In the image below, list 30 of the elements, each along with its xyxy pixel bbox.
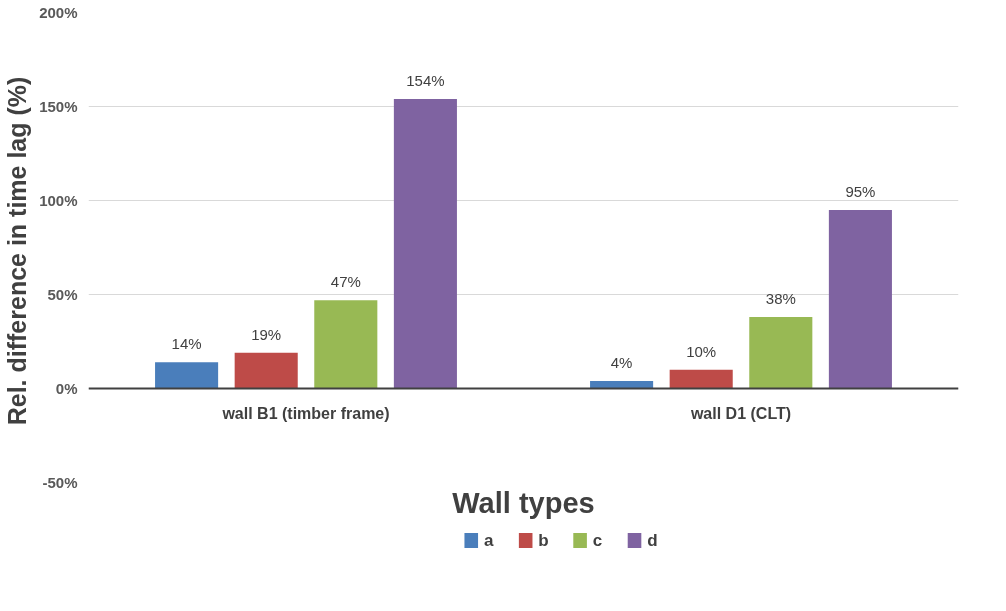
legend-label: b	[538, 531, 549, 550]
bar	[590, 380, 654, 389]
y-tick-label: 0%	[55, 380, 78, 397]
data-label: 95%	[845, 182, 876, 200]
bar	[314, 300, 378, 389]
bar	[669, 369, 733, 389]
y-tick-label: 50%	[47, 286, 78, 303]
y-tick-label: 200%	[39, 4, 78, 21]
x-axis-title: Wall types	[452, 486, 595, 519]
data-label: 38%	[765, 290, 796, 308]
y-tick-label: 100%	[39, 192, 78, 209]
bar	[828, 209, 892, 389]
data-label: 19%	[251, 325, 282, 343]
bar	[749, 317, 813, 389]
data-label: 154%	[406, 71, 445, 89]
data-label: 47%	[330, 273, 361, 291]
bar	[234, 352, 298, 389]
data-label: 14%	[171, 335, 202, 353]
x-tick-label: wall D1 (CLT)	[689, 404, 792, 422]
bar	[393, 98, 457, 389]
y-axis-title: Rel. difference in time lag (%)	[3, 76, 32, 426]
bar	[155, 362, 219, 389]
data-label: 10%	[686, 342, 717, 360]
legend-label: c	[592, 531, 603, 550]
data-label: 4%	[610, 353, 633, 371]
legend-label: d	[647, 531, 658, 550]
y-tick-label: -50%	[42, 474, 78, 491]
x-tick-label: wall B1 (timber frame)	[221, 404, 390, 422]
legend-label: a	[483, 531, 494, 550]
y-tick-label: 150%	[39, 98, 78, 115]
